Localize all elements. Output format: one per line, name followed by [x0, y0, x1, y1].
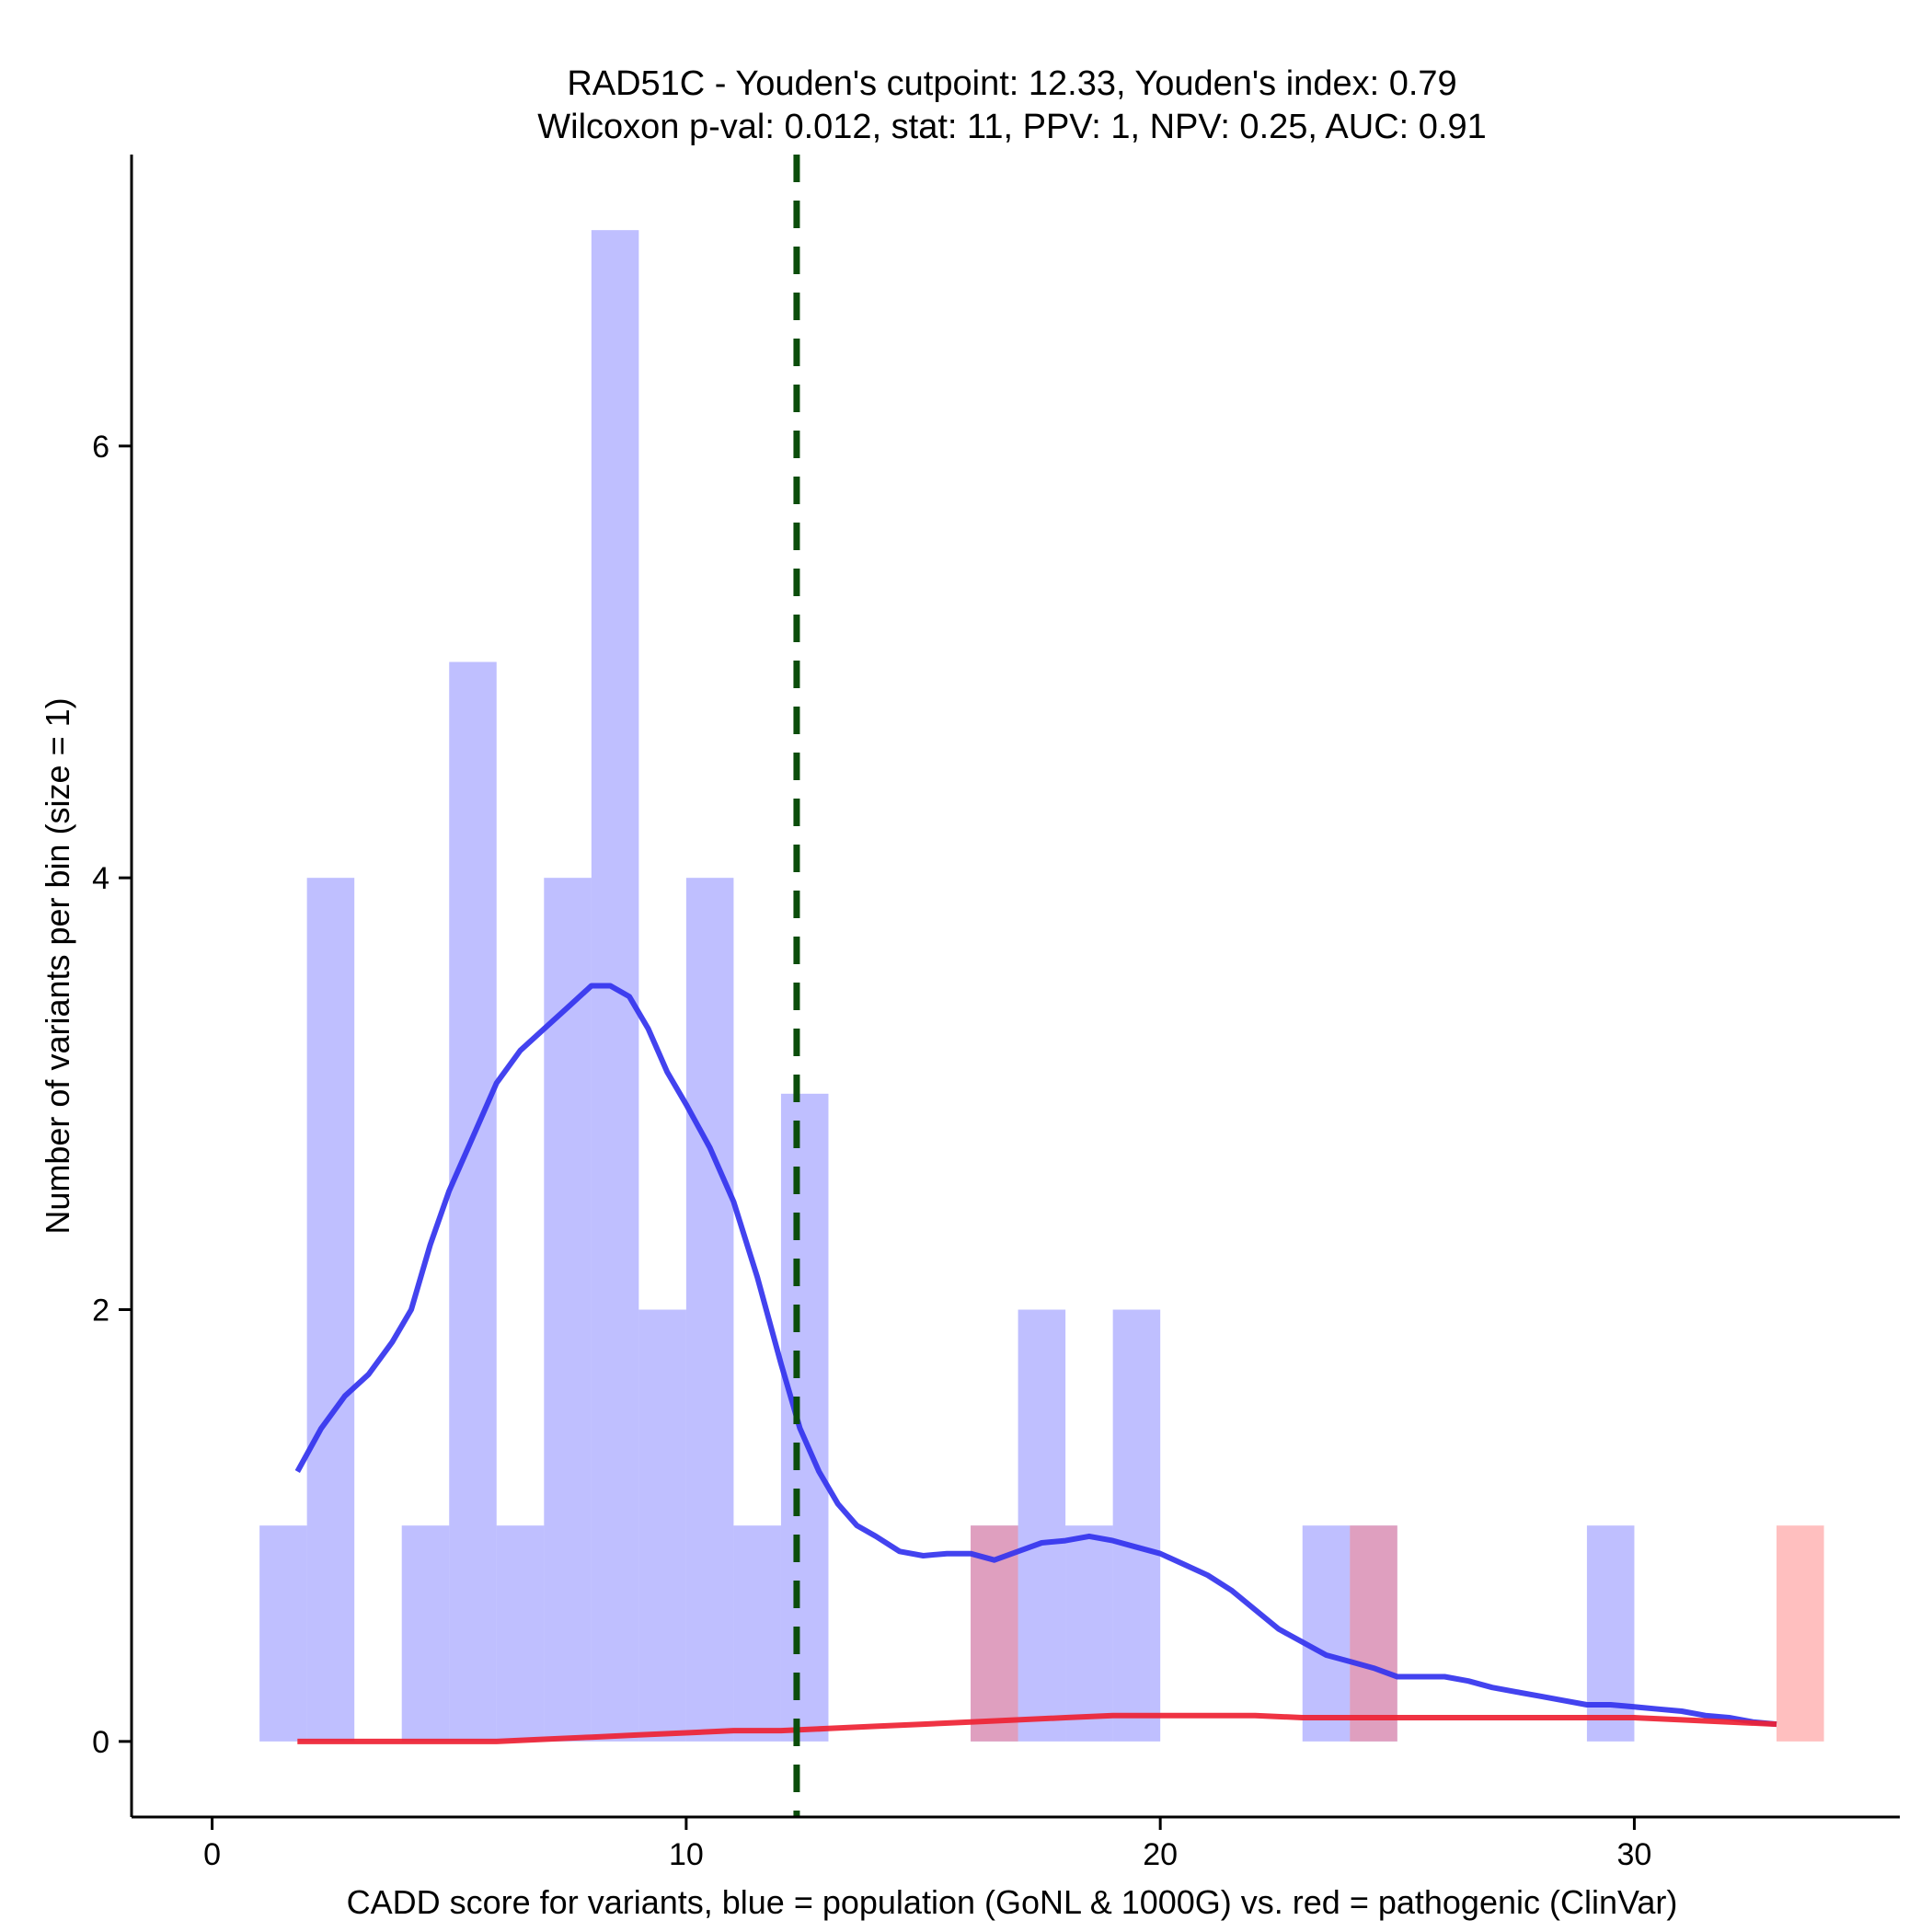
population-bar-10	[780, 1093, 829, 1742]
axis-ticks: 0 10 20 30 0 2 4 6	[92, 430, 1651, 1872]
population-bar-17	[1586, 1525, 1635, 1742]
x-tick-label-30: 30	[1617, 1837, 1652, 1872]
population-bar-13	[1065, 1525, 1113, 1742]
y-tick-label-2: 2	[92, 1294, 109, 1328]
population-bar-3	[449, 661, 497, 1742]
x-tick-label-20: 20	[1143, 1837, 1178, 1872]
chart-title-line-1: RAD51C - Youden's cutpoint: 12.33, Youde…	[567, 64, 1456, 103]
population-density-line	[294, 983, 1777, 1728]
population-bar-14	[1112, 1309, 1161, 1742]
x-tick-label-0: 0	[203, 1837, 221, 1872]
y-axis-label: Number of variants per bin (size = 1)	[39, 697, 76, 1234]
population-bar-7	[638, 1309, 686, 1742]
population-bar-0	[259, 1525, 307, 1742]
chart-title-line-2: Wilcoxon p-val: 0.012, stat: 11, PPV: 1,…	[537, 108, 1486, 146]
y-tick-label-6: 6	[92, 430, 109, 465]
population-bar-2	[401, 1525, 450, 1742]
x-tick-label-10: 10	[669, 1837, 704, 1872]
population-bar-8	[685, 878, 734, 1742]
density-curves	[294, 983, 1777, 1744]
y-tick-label-4: 4	[92, 861, 109, 896]
pathogenic-density-line	[297, 1712, 1777, 1744]
pathogenic-bars	[971, 1525, 1824, 1742]
population-bar-1	[306, 878, 355, 1742]
pathogenic-bar-2	[1777, 1525, 1824, 1742]
pathogenic-bar-1	[1350, 1525, 1397, 1742]
axes	[130, 155, 1900, 1819]
population-bar-12	[1018, 1309, 1066, 1742]
y-tick-label-0: 0	[92, 1725, 109, 1760]
x-axis-label: CADD score for variants, blue = populati…	[347, 1883, 1678, 1921]
population-bar-15	[1302, 1525, 1351, 1742]
population-bar-9	[733, 1525, 781, 1742]
population-bar-4	[496, 1525, 545, 1742]
